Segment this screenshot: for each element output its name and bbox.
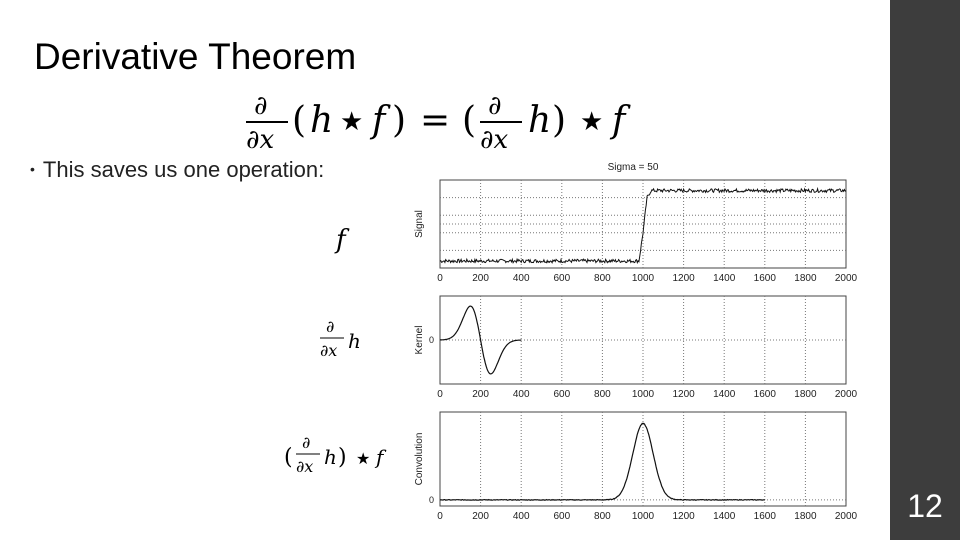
svg-text:∂: ∂: [488, 91, 501, 121]
svg-text:=: =: [420, 100, 450, 141]
svg-text:∂: ∂: [254, 91, 267, 121]
x-tick-label: 400: [513, 273, 530, 284]
series-line: [440, 422, 765, 501]
derivative-theorem-formula: ∂ ∂x ( h ★ f ) = ( ∂ ∂x h ) ★ f: [240, 90, 660, 156]
svg-text:f: f: [374, 445, 387, 469]
x-tick-label: 800: [594, 389, 611, 400]
y-axis-label: Signal: [414, 210, 425, 238]
x-tick-label: 800: [594, 511, 611, 522]
svg-text:(: (: [284, 445, 293, 470]
y-axis-label: Kernel: [414, 326, 425, 355]
kernel-plot: 0 200 400 600 800 1000 1200 1400 1600 1800 2000 0 Ke…: [410, 288, 865, 400]
x-tick-label: 0: [437, 389, 443, 400]
svg-text:f: f: [369, 100, 391, 141]
svg-text:f: f: [609, 100, 631, 141]
x-tick-label: 1600: [754, 389, 777, 400]
label-derivative-kernel: ∂ ∂x h: [316, 316, 372, 362]
svg-text:∂x: ∂x: [296, 457, 313, 476]
svg-text:∂: ∂: [326, 317, 334, 336]
x-tick-label: 600: [553, 511, 570, 522]
kernel-plot-svg: 0 200 400 600 800 1000 1200 1400 1600 1800 2000 0 Ke…: [414, 295, 858, 400]
chart-title: Sigma = 50: [608, 162, 659, 173]
signal-plot-svg: 0 200 400 600 800 1000 1200 1400 1600 1800 2000 Sig…: [414, 162, 858, 284]
svg-text:h: h: [310, 100, 333, 141]
series-line: [440, 305, 521, 375]
x-tick-label: 1600: [754, 273, 777, 284]
x-tick-label: 1000: [632, 273, 655, 284]
svg-text:(: (: [292, 100, 306, 141]
x-tick-label: 1800: [794, 511, 817, 522]
x-tick-label: 2000: [835, 511, 858, 522]
x-tick-label: 1400: [713, 389, 736, 400]
bullet-text: This saves us one operation:: [42, 157, 325, 182]
svg-text:f: f: [334, 225, 350, 255]
x-tick-label: 1000: [632, 511, 655, 522]
x-tick-label: 1000: [632, 389, 655, 400]
series-line: [439, 186, 847, 265]
svg-text:∂x: ∂x: [246, 125, 274, 155]
x-tick-label: 200: [472, 273, 489, 284]
slide-sidebar: [890, 0, 960, 540]
bullet-dot: •: [30, 161, 35, 177]
svg-text:(: (: [462, 100, 476, 141]
svg-text:★: ★: [580, 107, 603, 137]
x-tick-label: 1200: [672, 273, 695, 284]
x-tick-label: 1200: [672, 389, 695, 400]
svg-text:h: h: [348, 329, 361, 353]
svg-text:∂x: ∂x: [320, 341, 337, 360]
x-tick-label: 2000: [835, 273, 858, 284]
x-tick-label: 0: [437, 273, 443, 284]
svg-text:★: ★: [340, 107, 363, 137]
slide-title: Derivative Theorem: [34, 36, 357, 77]
svg-text:★: ★: [356, 449, 370, 468]
x-tick-label: 1800: [794, 389, 817, 400]
svg-text:): ): [392, 100, 406, 141]
x-tick-label: 400: [513, 511, 530, 522]
plot-frame: [439, 411, 847, 507]
convolution-plot: 0 200 400 600 800 1000 1200 1400 1600 1800 2000 0 Co…: [410, 404, 865, 522]
y-tick-label: 0: [429, 335, 434, 345]
x-tick-label: 400: [513, 389, 530, 400]
convolution-plot-svg: 0 200 400 600 800 1000 1200 1400 1600 1800 2000 0 Co…: [414, 411, 858, 522]
svg-text:∂x: ∂x: [480, 125, 508, 155]
x-tick-label: 200: [472, 511, 489, 522]
svg-text:h: h: [324, 445, 337, 469]
x-tick-label: 600: [553, 389, 570, 400]
y-axis-label: Convolution: [414, 433, 425, 486]
slide-number: 12: [907, 488, 943, 524]
label-convolution: ( ∂ ∂x h ) ★ f: [280, 432, 400, 480]
svg-text:): ): [552, 100, 566, 141]
x-tick-label: 800: [594, 273, 611, 284]
svg-text:): ): [338, 445, 347, 470]
label-signal-f: f: [334, 222, 358, 256]
x-tick-label: 1400: [713, 273, 736, 284]
signal-plot: 0 200 400 600 800 1000 1200 1400 1600 1800 2000 Sig…: [410, 158, 865, 284]
svg-text:h: h: [528, 100, 551, 141]
x-tick-label: 1600: [754, 511, 777, 522]
x-tick-label: 1400: [713, 511, 736, 522]
bullet-point: • This saves us one operation:: [30, 157, 324, 183]
x-tick-label: 1800: [794, 273, 817, 284]
x-tick-label: 2000: [835, 389, 858, 400]
svg-text:∂: ∂: [302, 433, 310, 452]
y-tick-label: 0: [429, 495, 434, 505]
x-tick-label: 1200: [672, 511, 695, 522]
x-tick-label: 200: [472, 389, 489, 400]
x-tick-label: 0: [437, 511, 443, 522]
x-tick-label: 600: [553, 273, 570, 284]
